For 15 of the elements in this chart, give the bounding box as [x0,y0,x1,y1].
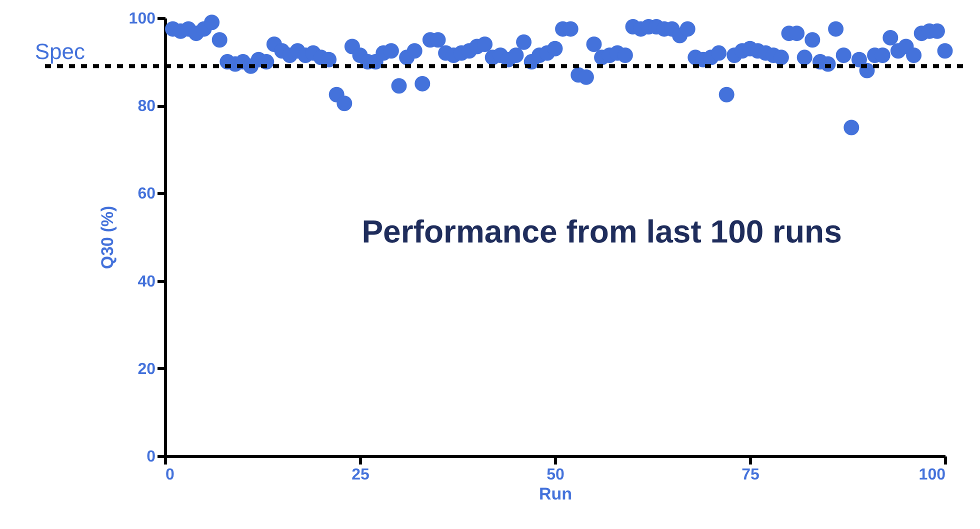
annotation: Performance from last 100 runs [362,214,842,250]
x-tick-label: 0 [166,466,174,484]
y-tick-label: 20 [138,360,156,378]
y-tick-label: 40 [138,273,156,290]
x-tick-label: 50 [546,466,564,484]
y-axis-title: Q30 (%) [98,206,117,270]
x-tick-label: 100 [918,466,946,484]
y-tick-label: 100 [128,10,156,28]
x-tick-label: 25 [352,466,370,484]
x-axis-title: Run [538,484,572,504]
x-tick-label: 75 [742,466,760,484]
y-tick-label: 0 [146,448,156,466]
ref-line-label: Spec [34,39,85,64]
y-tick-label: 60 [138,186,156,203]
y-tick-label: 80 [138,98,156,116]
